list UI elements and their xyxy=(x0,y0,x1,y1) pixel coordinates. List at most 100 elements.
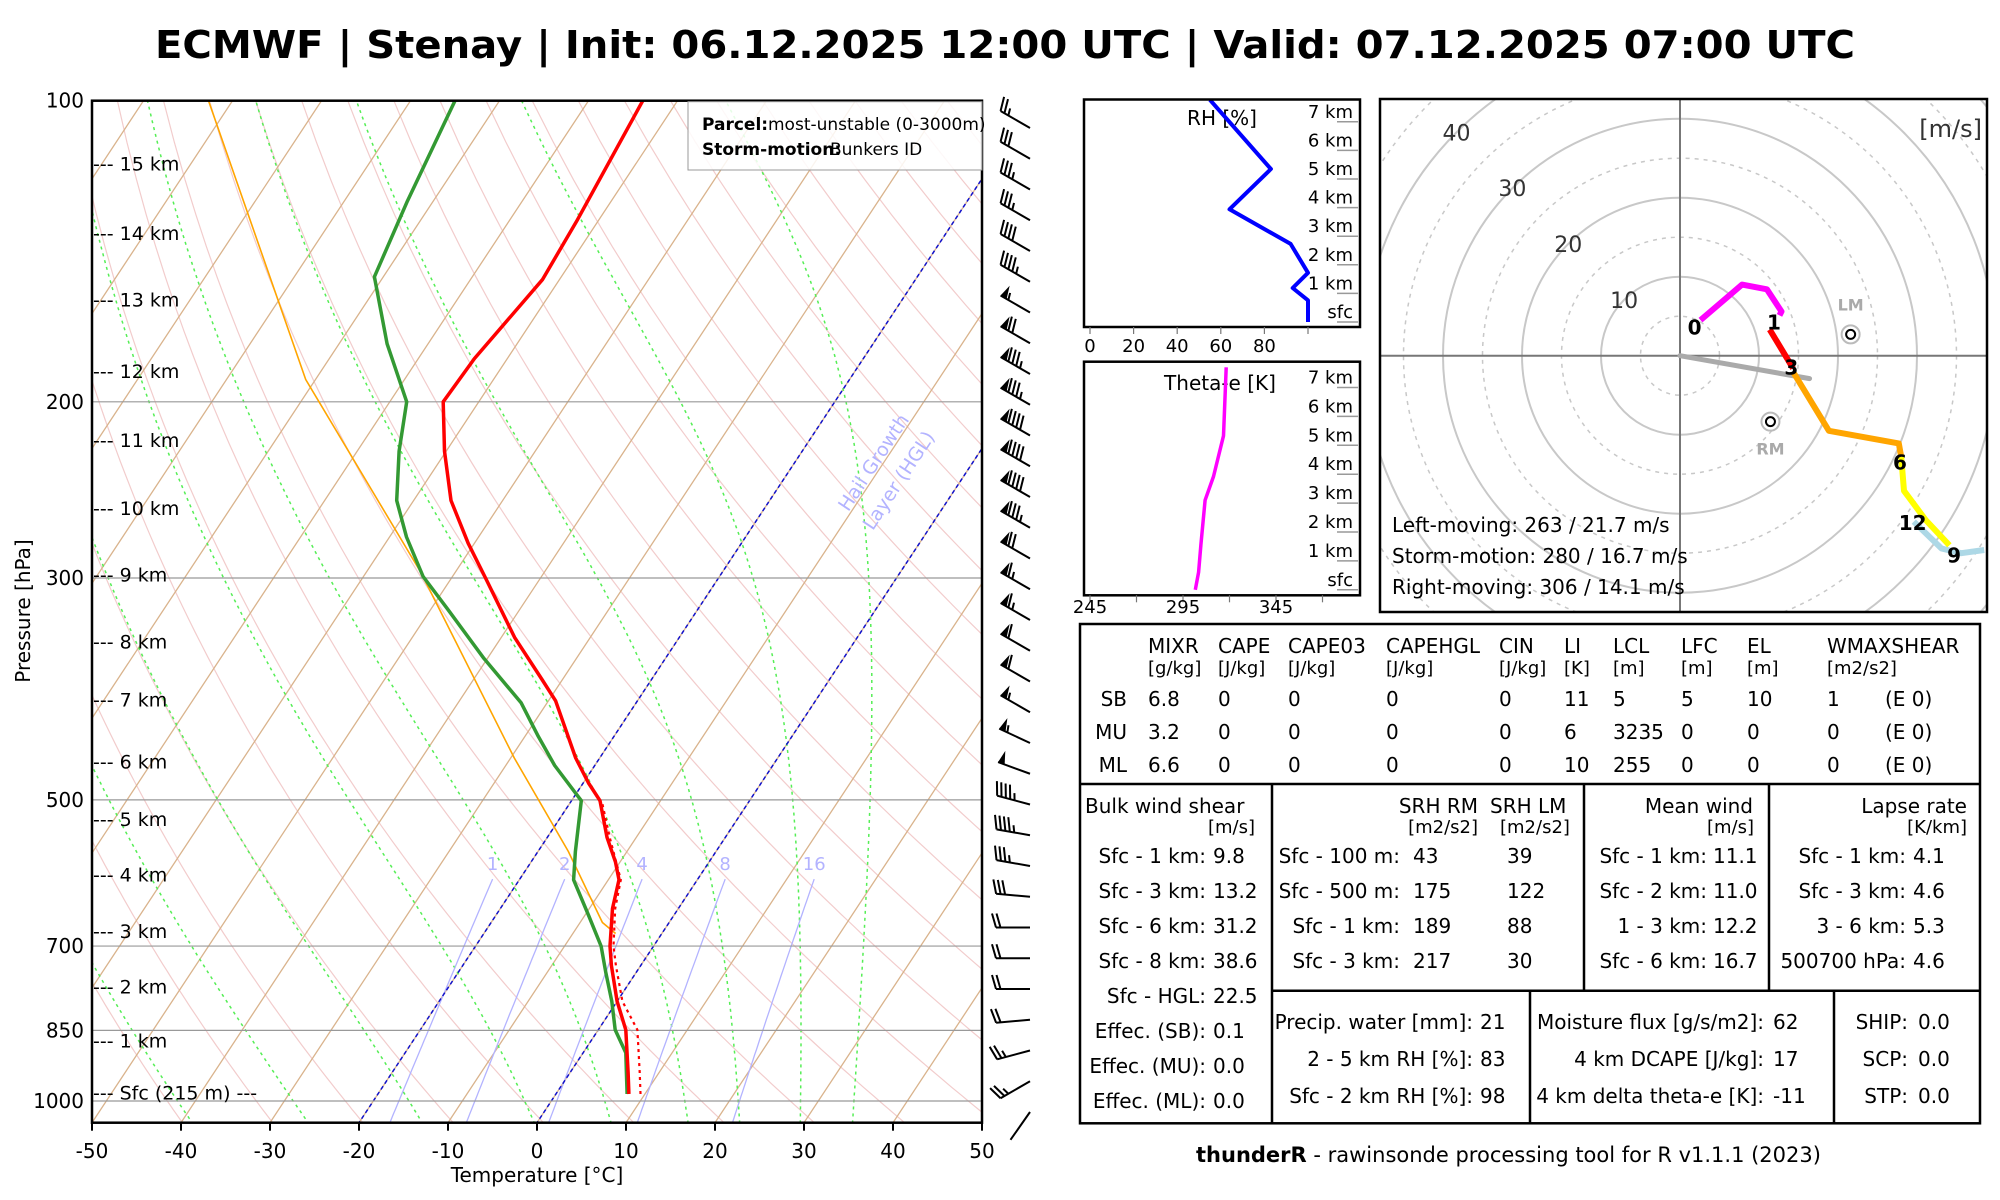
lapse-rate-title: Lapse rate xyxy=(1861,794,1967,818)
dry-adiabat xyxy=(162,100,816,1123)
height-label: --- 14 km xyxy=(93,223,179,245)
barb-full-feather xyxy=(1015,505,1021,520)
mean-wind-value: 12.2 xyxy=(1713,914,1758,938)
column-header: CAPE03 xyxy=(1288,634,1366,658)
temperature-tick-label: -10 xyxy=(432,1139,465,1163)
row-label: SB xyxy=(1101,687,1127,711)
moisture-value: 98 xyxy=(1480,1084,1505,1108)
barb-staff xyxy=(996,1049,1031,1061)
table-cell: 0 xyxy=(1827,720,1840,744)
row-label: ML xyxy=(1099,753,1128,777)
barb-half-feather xyxy=(1011,571,1015,580)
height-label: --- 5 km xyxy=(93,809,167,831)
barb-full-feather xyxy=(989,1008,998,1024)
barb-full-feather xyxy=(1015,474,1021,490)
hodograph-segment xyxy=(1767,328,1796,370)
barb-full-feather xyxy=(988,1046,999,1060)
bulk-shear-label: Effec. (SB): xyxy=(1095,1019,1206,1043)
temperature-tick-label: 20 xyxy=(702,1139,727,1163)
rh-profile-chart: sfc 1 km 2 km 3 km 4 km 5 km 6 km 7 km RH [%] 0 20… xyxy=(1082,98,1362,357)
column-header: WMAXSHEAR xyxy=(1827,634,1959,658)
srh-lm-value: 122 xyxy=(1507,879,1545,903)
table-cell: (E 0) xyxy=(1885,753,1932,777)
moist-adiabat xyxy=(92,207,535,1123)
wind-barb xyxy=(999,219,1031,252)
wind-barb xyxy=(1000,347,1031,375)
wind-barb xyxy=(997,750,1031,775)
barb-staff xyxy=(1000,140,1031,160)
wind-barb xyxy=(1000,408,1031,437)
moist-adiabat xyxy=(520,100,802,1123)
barb-staff xyxy=(1000,233,1031,252)
barb-full-feather xyxy=(992,879,998,894)
table-cell: 0 xyxy=(1218,687,1231,711)
barb-full-feather xyxy=(995,943,1002,959)
column-header: LI xyxy=(1564,634,1581,658)
barb-half-feather xyxy=(1007,292,1012,301)
barb-full-feather xyxy=(998,846,1002,861)
column-unit: [K] xyxy=(1564,658,1590,679)
wind-barb xyxy=(995,781,1031,806)
height-label: --- 9 km xyxy=(93,564,167,586)
bulk-shear-value: 13.2 xyxy=(1213,879,1258,903)
barb-full-feather xyxy=(993,1085,1006,1097)
table-cell: 1 xyxy=(1827,687,1840,711)
barb-full-feather xyxy=(1007,500,1013,516)
profile-clip xyxy=(1208,99,1310,322)
isotherm xyxy=(92,100,501,720)
column-header: CAPEHGL xyxy=(1386,634,1481,658)
barb-full-feather xyxy=(1007,593,1013,608)
barb-full-feather xyxy=(1003,221,1009,237)
isotherm xyxy=(92,100,768,1123)
barb-full-feather xyxy=(993,1045,1003,1059)
wind-barb xyxy=(999,158,1031,191)
mean-wind-value: 16.7 xyxy=(1713,949,1758,973)
column-unit: [m] xyxy=(1681,658,1713,679)
dry-adiabat xyxy=(623,100,982,572)
wind-barb xyxy=(1000,316,1031,345)
table-cell: 0 xyxy=(1386,687,1399,711)
barb-staff xyxy=(1000,294,1031,314)
storm-motion-value: Bunkers ID xyxy=(830,140,922,160)
barb-half-feather xyxy=(1019,391,1023,400)
table-cell: 0 xyxy=(1681,720,1694,744)
barb-half-feather xyxy=(1007,108,1012,116)
left-mover-label: LM xyxy=(1838,295,1864,314)
wind-barb xyxy=(989,1008,1031,1024)
temperature-line xyxy=(441,100,645,1095)
barb-half-feather xyxy=(1011,171,1015,180)
barb-flag xyxy=(1000,470,1010,484)
mixing-ratio-line xyxy=(465,878,566,1123)
barb-flag xyxy=(1000,623,1010,638)
lapse-rate-label: Sfc - 3 km: xyxy=(1798,879,1906,903)
right-mover-label: RM xyxy=(1756,440,1784,459)
column-unit: [J/kg] xyxy=(1288,658,1335,679)
table-cell: 0 xyxy=(1681,753,1694,777)
barb-full-feather xyxy=(995,974,1002,990)
mean-wind-unit: [m/s] xyxy=(1707,817,1754,838)
mean-wind-label: Sfc - 1 km: xyxy=(1599,844,1707,868)
barb-full-feather xyxy=(999,188,1006,204)
temperature-tick-label: 50 xyxy=(969,1139,994,1163)
wind-barb xyxy=(1000,562,1031,591)
mixing-ratio-label: 1 xyxy=(487,854,498,875)
table-cell: 0 xyxy=(1386,720,1399,744)
barb-full-feather xyxy=(994,1008,1002,1023)
barb-full-feather xyxy=(1007,817,1011,832)
mean-wind-value: 11.1 xyxy=(1713,844,1758,868)
dry-adiabat xyxy=(531,100,982,700)
parcel-value: most-unstable (0-3000m) xyxy=(768,115,986,135)
dry-adiabat xyxy=(439,100,982,833)
wind-barb xyxy=(991,913,1030,929)
srh-lm-value: 39 xyxy=(1507,844,1532,868)
bulk-shear-label: Sfc - 6 km: xyxy=(1098,914,1206,938)
barb-full-feather xyxy=(999,127,1006,142)
height-tick-label: 6 km xyxy=(1308,396,1353,417)
srh-lm-header: SRH LM xyxy=(1490,794,1566,818)
dry-adiabat xyxy=(116,100,725,1123)
wind-barb xyxy=(1000,531,1031,560)
height-label: --- 8 km xyxy=(93,632,167,654)
moist-adiabat xyxy=(92,961,194,1123)
barb-flag xyxy=(1000,347,1010,361)
